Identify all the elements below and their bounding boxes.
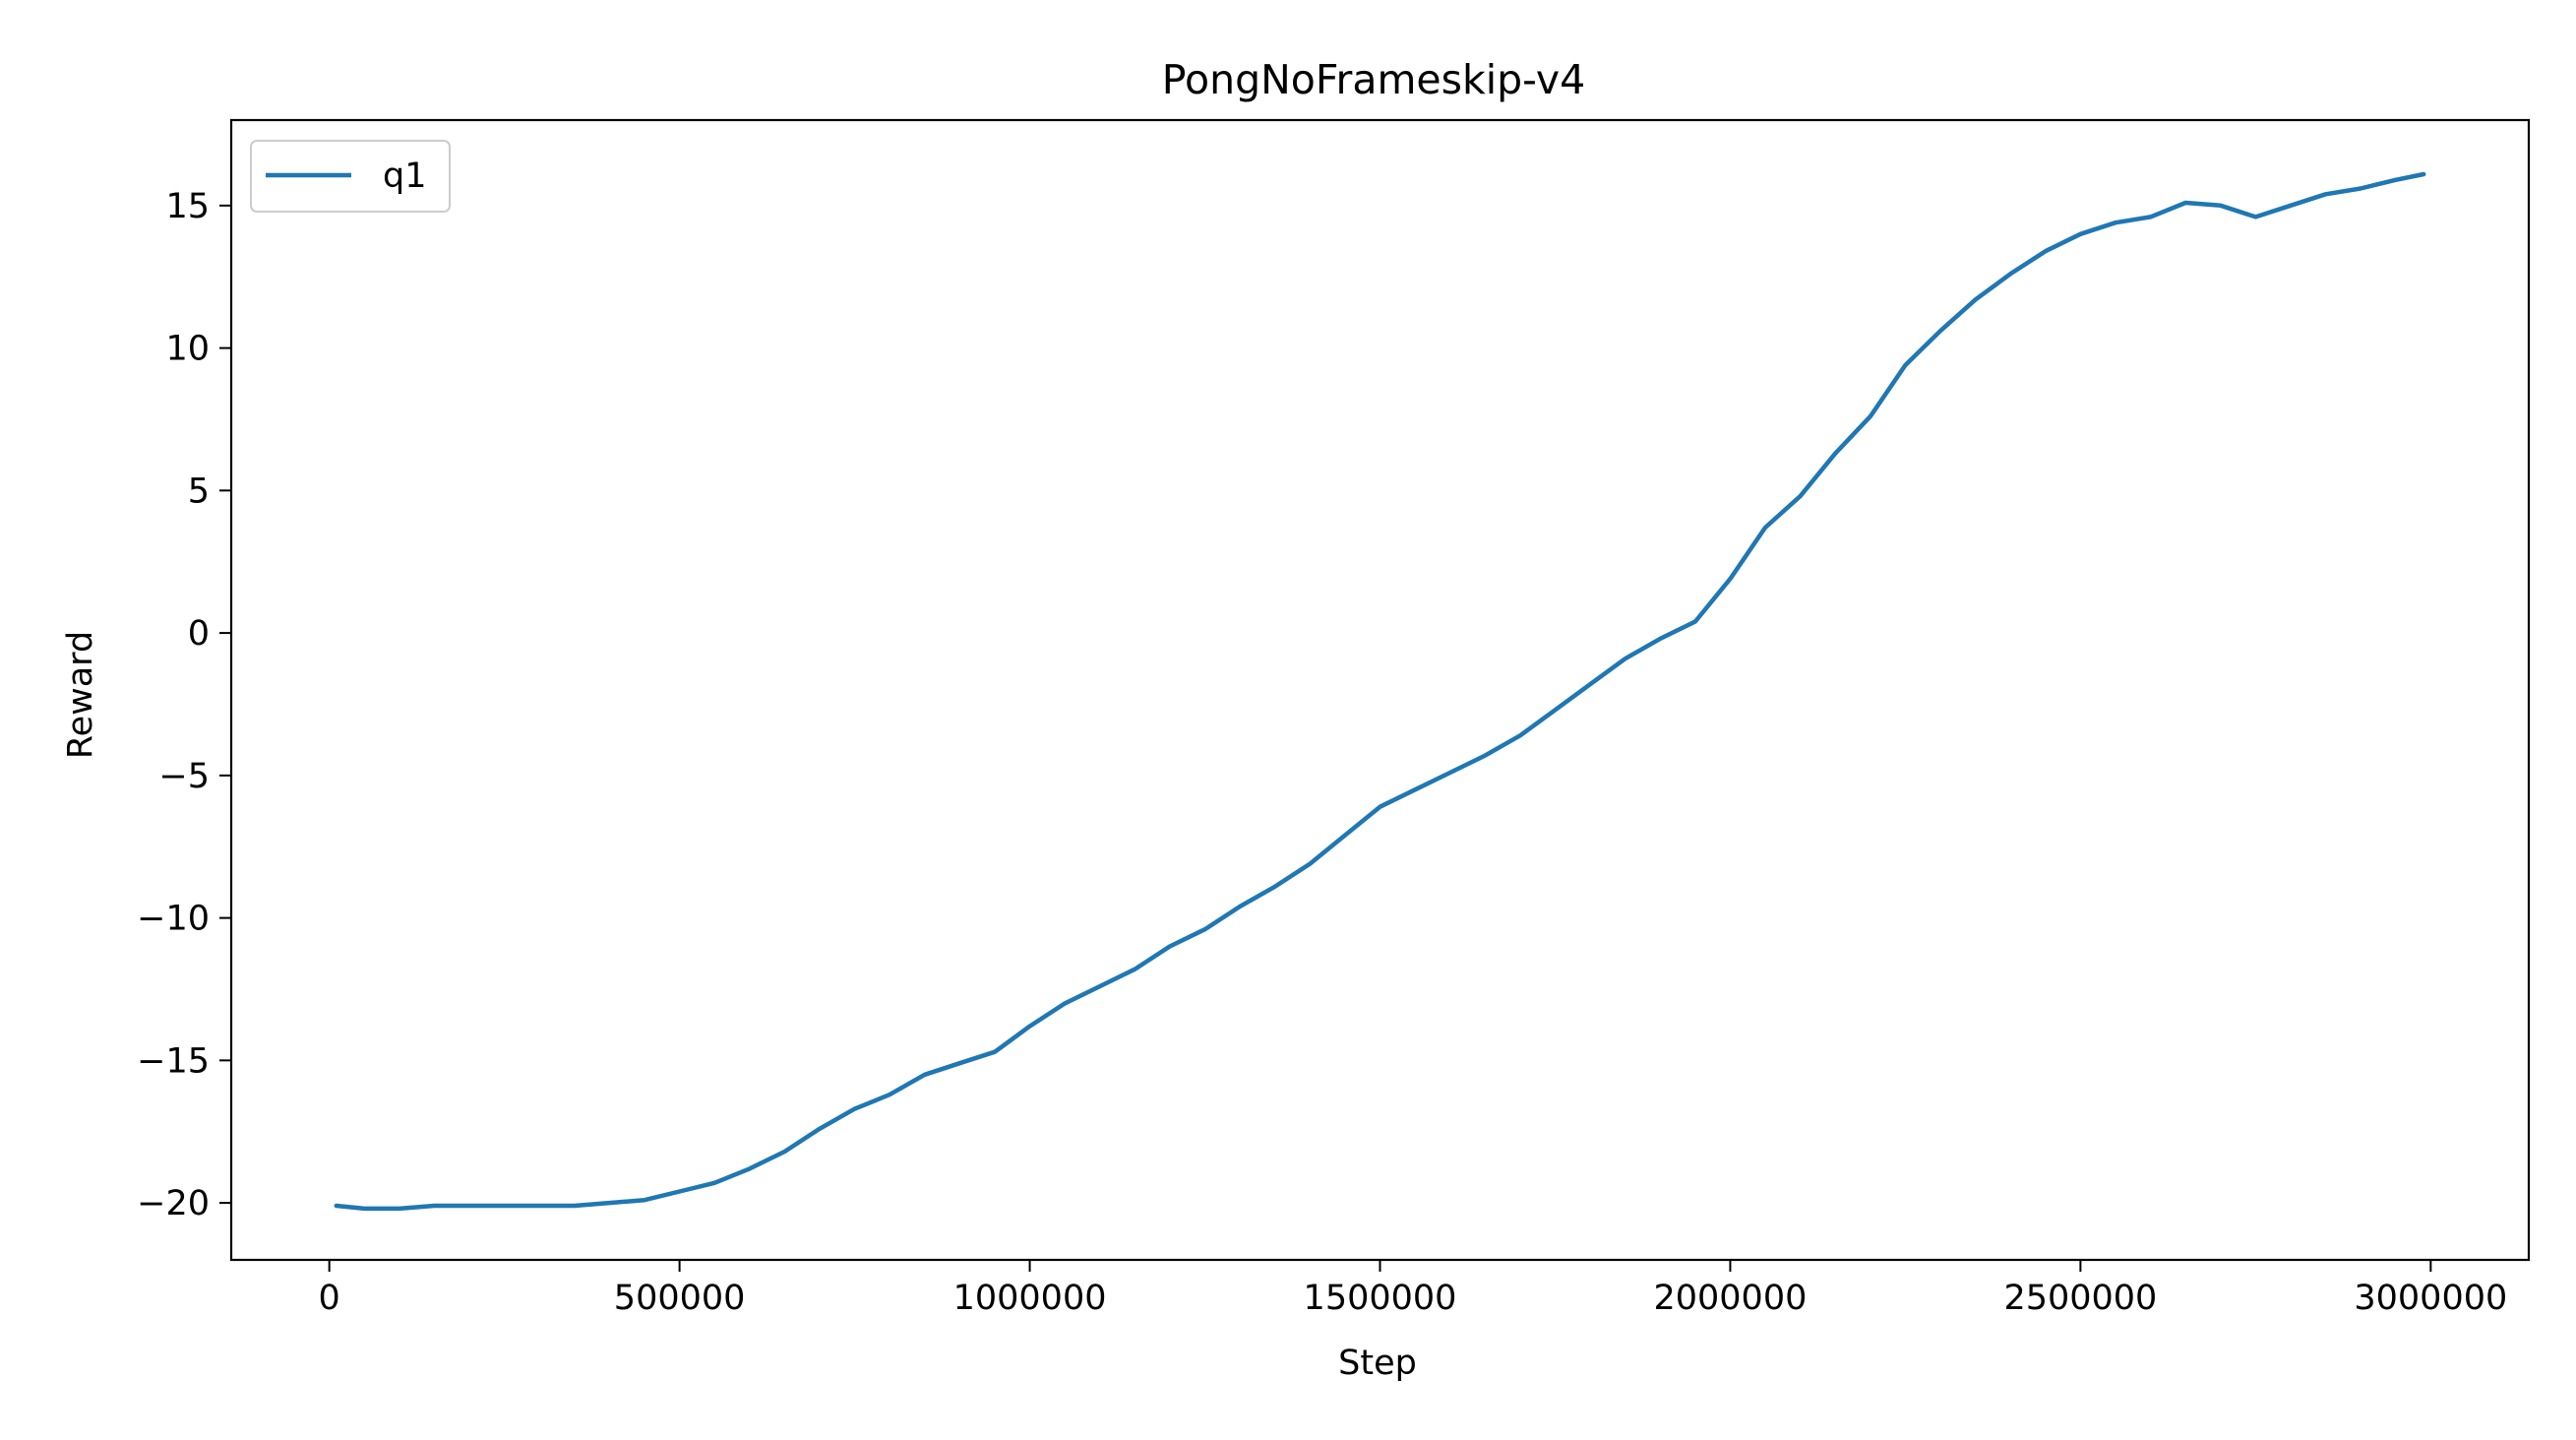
y-tick-label: −15 [137,1041,210,1081]
y-tick-label: 5 [188,471,210,511]
y-tick-label: −20 [137,1184,210,1223]
y-tick-label: −10 [137,900,210,939]
legend: q1 [250,140,451,213]
x-axis-label: Step [1338,1344,1417,1383]
x-tick-label: 500000 [614,1279,746,1318]
y-tick-label: 10 [165,330,210,369]
x-tick-label: 1500000 [1304,1279,1457,1318]
y-tick-label: 0 [188,614,210,654]
y-axis-label: Reward [61,631,100,759]
y-tick-label: 15 [165,187,210,226]
y-axis-ticks: −20 −15 −10 −5 0 5 10 15 [137,187,231,1223]
chart-title: PongNoFrameskip-v4 [1162,56,1585,103]
x-tick-label: 3000000 [2354,1279,2507,1318]
x-tick-label: 2500000 [2003,1279,2157,1318]
series-line-q1 [334,171,2426,1212]
y-tick-label: −5 [158,757,210,796]
x-tick-label: 0 [319,1279,340,1318]
x-tick-label: 2000000 [1653,1279,1807,1318]
x-axis-ticks: 0 500000 1000000 1500000 2000000 2500000 30000… [319,1260,2507,1318]
x-tick-label: 1000000 [953,1279,1107,1318]
legend-label-q1: q1 [383,157,427,196]
series-layer [334,171,2426,1212]
